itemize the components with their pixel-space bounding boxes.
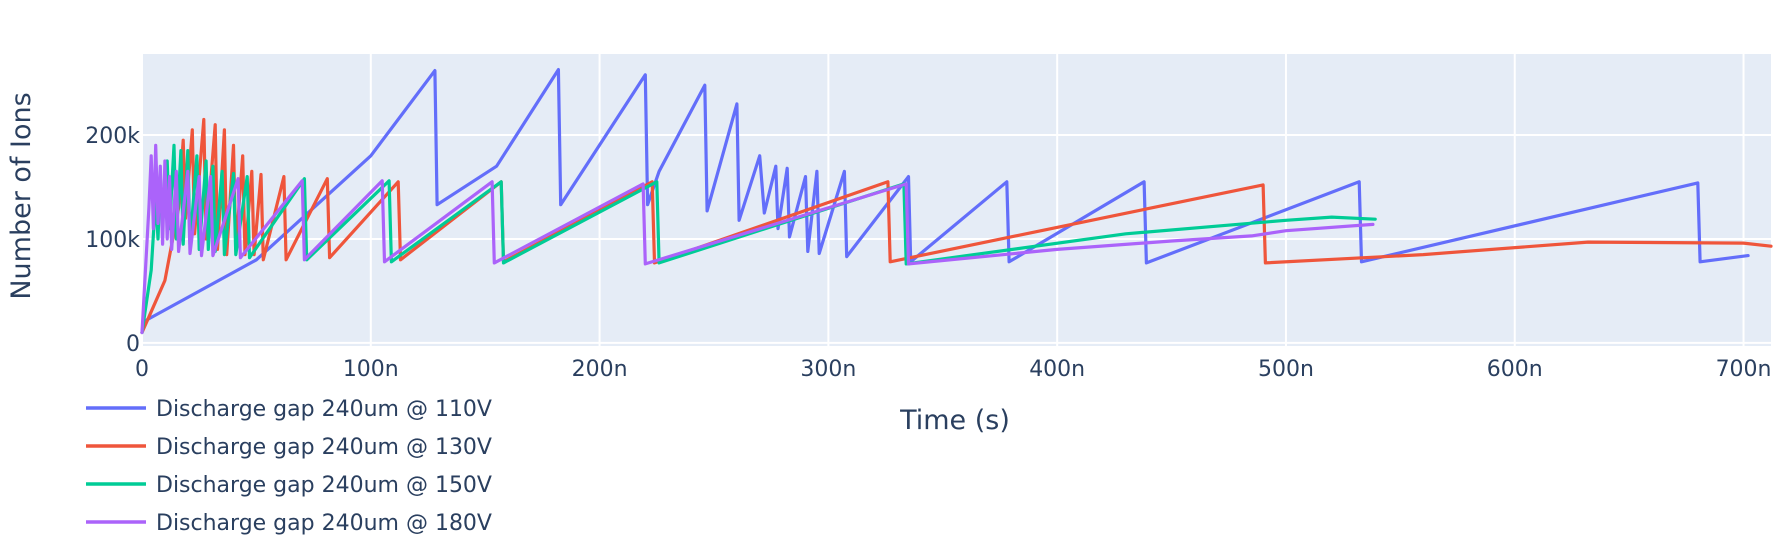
legend-label: Discharge gap 240um @ 150V bbox=[156, 473, 492, 498]
x-tick-label: 100n bbox=[343, 357, 399, 382]
y-tick-label: 200k bbox=[85, 124, 140, 149]
x-axis-title: Time (s) bbox=[899, 405, 1010, 436]
y-tick-label: 100k bbox=[85, 228, 140, 253]
series-lines bbox=[140, 67, 1773, 335]
legend-label: Discharge gap 240um @ 180V bbox=[156, 511, 492, 536]
x-tick-label: 200n bbox=[572, 357, 628, 382]
x-tick-label: 400n bbox=[1029, 357, 1085, 382]
x-tick-label: 700n bbox=[1716, 357, 1772, 382]
legend: Discharge gap 240um @ 110V Discharge gap … bbox=[86, 397, 492, 536]
legend-label: Discharge gap 240um @ 110V bbox=[156, 397, 492, 422]
x-tick-label: 300n bbox=[800, 357, 856, 382]
x-tick-label: 500n bbox=[1258, 357, 1314, 382]
x-tick-labels: 0 100n 200n 300n 400n 500n 600n 700n bbox=[135, 357, 1772, 382]
x-tick-label: 0 bbox=[135, 357, 149, 382]
x-tick-label: 600n bbox=[1487, 357, 1543, 382]
series-line-1 bbox=[140, 67, 1750, 335]
y-axis-title: Number of Ions bbox=[6, 92, 37, 299]
legend-label: Discharge gap 240um @ 130V bbox=[156, 435, 492, 460]
y-tick-labels: 0 100k 200k bbox=[85, 124, 140, 357]
y-tick-label: 0 bbox=[126, 332, 140, 357]
plot-background bbox=[142, 54, 1771, 346]
series-line-4 bbox=[140, 143, 1375, 335]
